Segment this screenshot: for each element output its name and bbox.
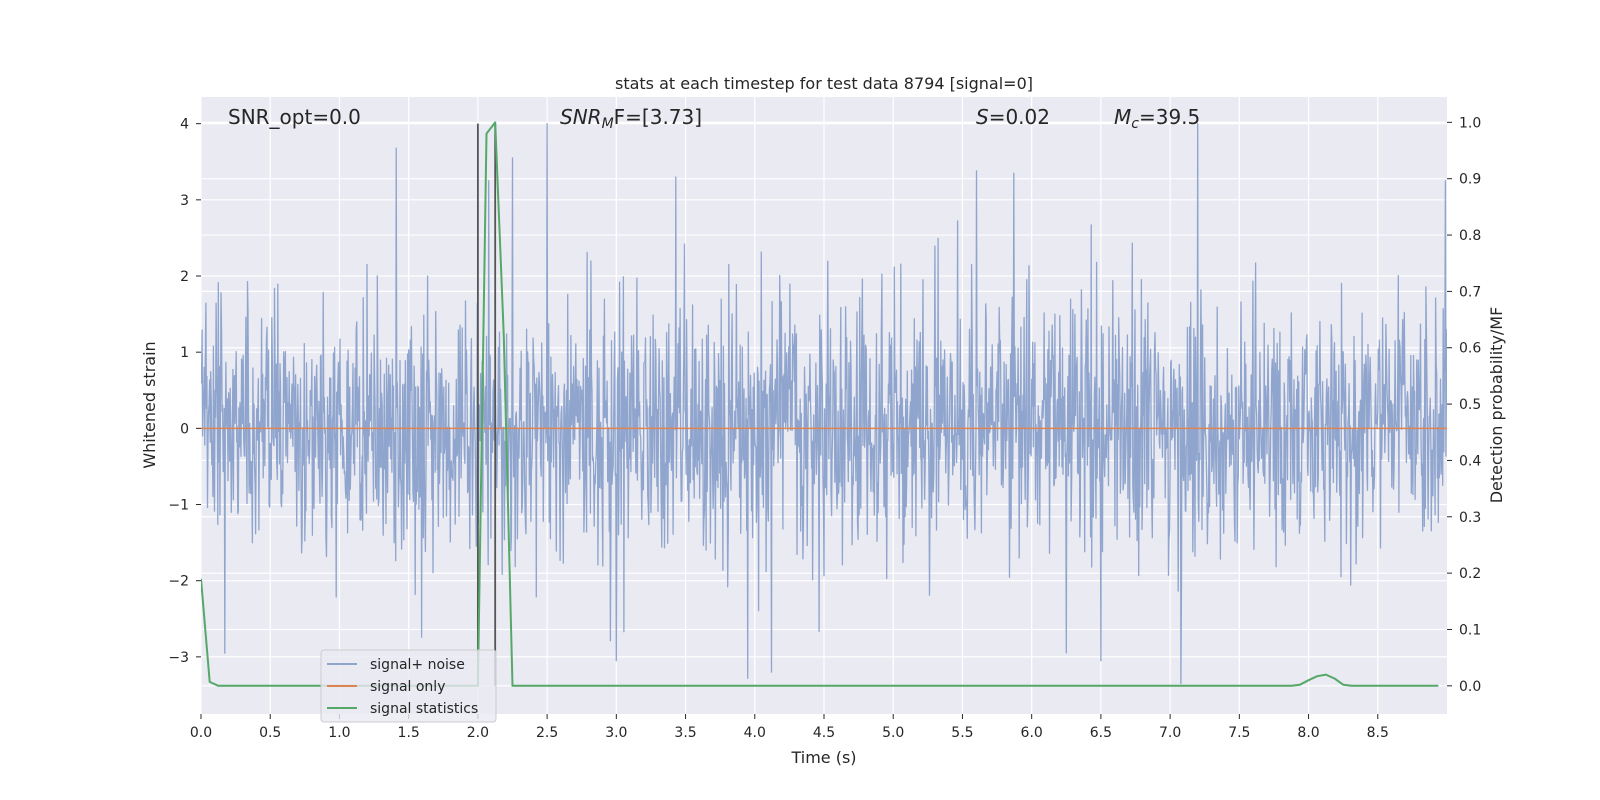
x-tick-label: 4.0 [744,725,766,741]
y-tick-label: 1 [180,345,189,361]
y-tick-label: −1 [168,498,189,514]
y2-tick-label: 0.2 [1459,566,1481,582]
y-tick-label: −3 [168,650,189,666]
annotation-snr-opt: SNR_opt=0.0 [228,105,361,129]
y2-tick-label: 0.8 [1459,228,1481,244]
x-axis-ticks: 0.0 0.5 1.0 1.5 2.0 2.5 3.0 3.5 4.0 4.5 5.0 5.5 6.0 6… [190,714,1389,741]
annotation-mc-base: M [1114,105,1131,129]
x-tick-label: 5.5 [951,725,973,741]
y2-axis-ticks: 0.0 0.1 0.2 0.3 0.4 0.5 0.6 0.7 0.8 0.9 1.0 [1447,115,1481,695]
x-tick-label: 8.5 [1367,725,1389,741]
legend-label-signal-only: signal only [370,679,445,695]
y-axis-label: Whitened strain [140,341,159,468]
x-tick-label: 2.0 [467,725,489,741]
x-tick-label: 7.0 [1159,725,1181,741]
y-tick-label: −2 [168,574,189,590]
x-tick-label: 2.5 [536,725,558,741]
x-axis-label: Time (s) [790,748,856,767]
legend-label-signal-statistics: signal statistics [370,701,478,717]
x-tick-label: 4.5 [813,725,835,741]
x-tick-label: 6.5 [1090,725,1112,741]
x-tick-label: 3.0 [605,725,627,741]
annotation-mc-rest: =39.5 [1139,105,1200,129]
y-tick-label: 0 [180,421,189,437]
y2-tick-label: 0.0 [1459,679,1481,695]
annotation-mc: Mc=39.5 [1114,105,1200,132]
y2-tick-label: 0.4 [1459,453,1481,469]
annotation-snr-mf-base: SNR [560,105,602,129]
legend-box [320,649,497,723]
chart-title: stats at each timestep for test data 879… [615,74,1033,93]
annotation-snr-mf: SNRMF=[3.73] [560,105,702,132]
annotation-s-rest: =0.02 [989,105,1050,129]
annotation-s-base: S [976,105,989,129]
legend: signal+ noise signal only signal statist… [320,649,497,723]
x-tick-label: 5.0 [882,725,904,741]
x-tick-label: 6.0 [1021,725,1043,741]
y-axis-ticks: −3 −2 −1 0 1 2 3 4 [168,117,201,666]
x-tick-label: 1.5 [398,725,420,741]
x-tick-label: 7.5 [1228,725,1250,741]
annotation-snr-mf-rest: F=[3.73] [614,105,702,129]
y2-tick-label: 0.5 [1459,397,1481,413]
series-line-signal-noise [201,123,1447,685]
x-tick-label: 1.0 [328,725,350,741]
y2-tick-label: 0.1 [1459,622,1481,638]
y2-tick-label: 0.9 [1459,172,1481,188]
x-tick-label: 3.5 [674,725,696,741]
series-layer [201,121,1447,687]
y-tick-label: 2 [180,269,189,285]
marker-lines [476,123,497,686]
y2-tick-label: 1.0 [1459,115,1481,131]
y2-tick-label: 0.6 [1459,341,1481,357]
y-tick-label: 3 [180,193,189,209]
annotation-snr-mf-sub: M [602,116,614,132]
x-tick-label: 0.5 [259,725,281,741]
annotation-s: S=0.02 [976,105,1050,129]
y2-tick-label: 0.7 [1459,284,1481,300]
x-tick-label: 8.0 [1297,725,1319,741]
y2-axis-label: Detection probability/MF [1487,307,1506,504]
legend-label-signal-noise: signal+ noise [370,657,465,673]
annotation-mc-sub: c [1131,116,1139,132]
x-tick-label: 0.0 [190,725,212,741]
y2-tick-label: 0.3 [1459,510,1481,526]
y-tick-label: 4 [180,117,189,133]
